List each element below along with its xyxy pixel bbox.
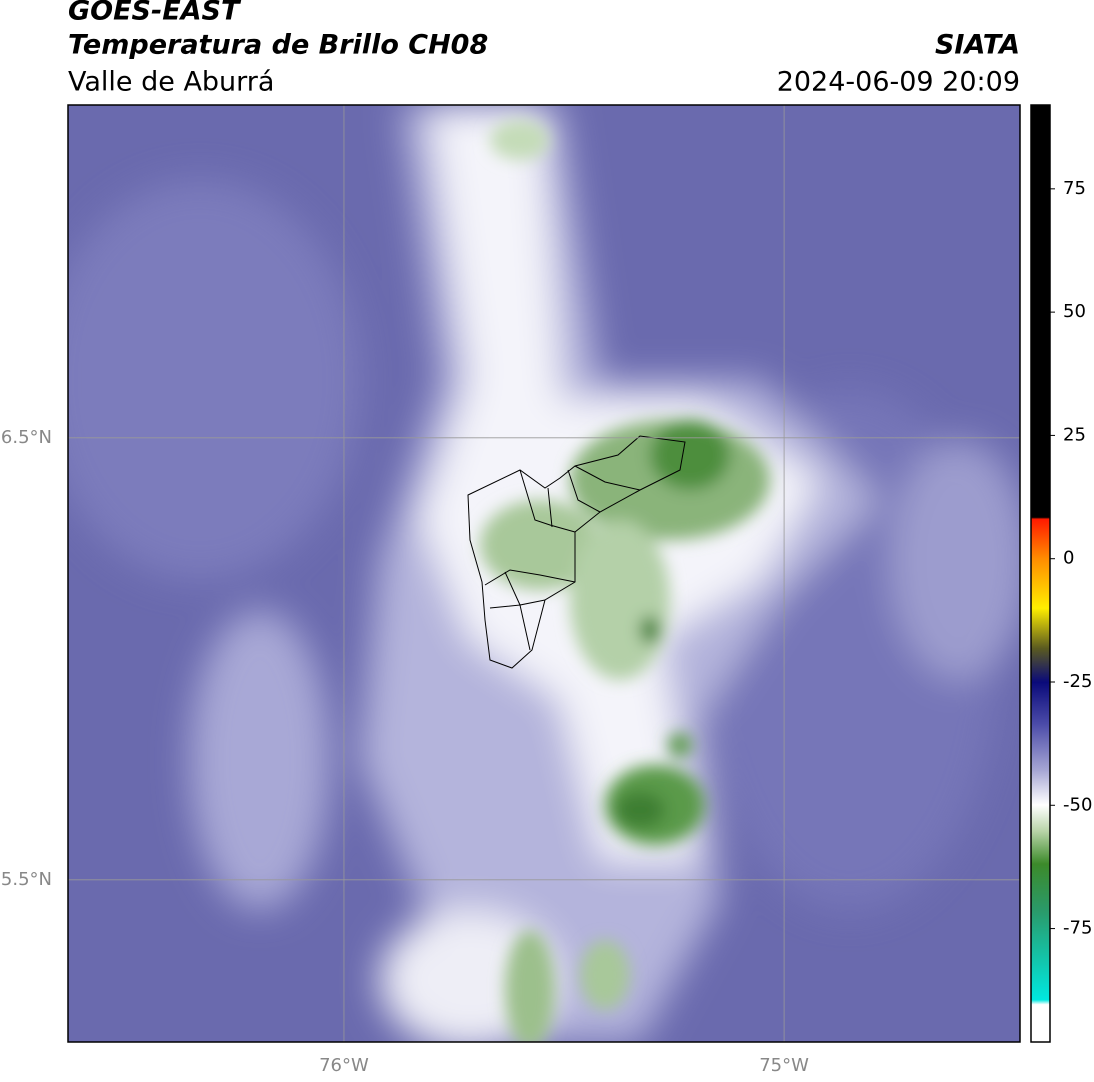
colorbar-tick-label: -50 [1063, 794, 1092, 815]
x-tick-label: 76°W [319, 1055, 369, 1076]
colorbar-tick-label: 75 [1063, 178, 1086, 199]
source: SIATA [935, 30, 1020, 61]
title: GOES-EAST [68, 0, 242, 27]
subtitle: Temperatura de Brillo CH08 [68, 30, 488, 61]
colorbar-tick-label: 25 [1063, 424, 1086, 445]
grid [68, 105, 1020, 1042]
region: Valle de Aburrá [68, 67, 274, 98]
x-tick-label: 75°W [759, 1055, 809, 1076]
basin-outline [467, 435, 686, 669]
colorbar-tick-label: 50 [1063, 301, 1086, 322]
colorbar-tick-label: -25 [1063, 671, 1092, 692]
map-frame [67, 104, 1021, 1043]
colorbar-tick-label: 0 [1063, 548, 1074, 569]
datetime: 2024-06-09 20:09 [777, 67, 1020, 98]
brightness-field [68, 105, 1020, 1042]
colorbar-tick-label: -75 [1063, 918, 1092, 939]
y-tick-label: 6.5°N [1, 427, 52, 448]
colorbar [1030, 104, 1051, 1043]
y-tick-label: 5.5°N [1, 869, 52, 890]
